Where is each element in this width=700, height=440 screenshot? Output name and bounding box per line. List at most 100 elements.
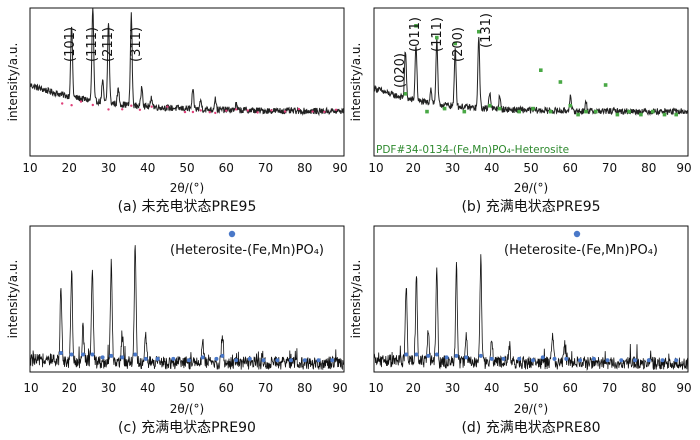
reference-marker	[150, 105, 153, 108]
xrd-pattern-line	[29, 245, 345, 371]
peak-labels: (020) (011) (111) (200) (131)	[393, 13, 494, 88]
peak-labels: (101) (111) (211) (311)	[63, 27, 144, 62]
reference-marker	[297, 107, 301, 111]
reference-marker	[191, 110, 195, 114]
reference-marker	[578, 358, 583, 363]
reference-marker	[214, 111, 217, 115]
y-axis-label: intensity/a.u.	[349, 43, 363, 122]
reference-marker	[183, 110, 187, 114]
panel-a: intensity/a.u. 10 20 30 40 50 60 70 80 9…	[6, 7, 348, 215]
reference-marker	[497, 106, 502, 111]
x-tick-label: 90	[332, 161, 347, 175]
x-tick-label: 90	[676, 381, 691, 395]
reference-marker	[662, 112, 667, 117]
reference-marker	[478, 353, 483, 358]
panel-caption: (d) 充满电状态PRE80	[461, 420, 600, 436]
panel-b: intensity/a.u. 10 20 30 40 50 60 70 80 9…	[349, 7, 692, 215]
x-tick-label: 30	[445, 161, 460, 175]
x-tick-label: 30	[101, 381, 116, 395]
x-tick-label: 30	[445, 381, 460, 395]
xrd-pattern-line	[373, 254, 689, 372]
reference-marker	[454, 353, 459, 358]
reference-marker	[619, 358, 624, 363]
reference-marker	[552, 356, 557, 361]
reference-marker	[166, 105, 169, 108]
reference-marker	[316, 358, 321, 363]
x-tick-label: 60	[563, 381, 578, 395]
reference-marker	[200, 355, 205, 360]
reference-marker	[489, 356, 494, 361]
y-axis-label: intensity/a.u.	[6, 260, 20, 339]
x-tick-label: 80	[297, 381, 312, 395]
reference-marker	[121, 108, 124, 111]
x-tick-label: 70	[258, 381, 273, 395]
plot-frame	[373, 225, 689, 373]
reference-marker	[334, 108, 338, 112]
peak-label: (111)	[85, 27, 100, 62]
reference-marker	[540, 355, 545, 360]
x-tick-label: 50	[179, 381, 194, 395]
reference-marker	[138, 108, 142, 112]
reference-marker	[311, 110, 314, 113]
reference-marker	[414, 352, 419, 357]
reference-marker	[69, 352, 74, 357]
x-axis-label: 2θ/(°)	[514, 402, 548, 416]
x-axis-label: 2θ/(°)	[514, 181, 548, 195]
reference-marker	[660, 358, 665, 363]
panel-d: intensity/a.u. 10 20 30 40 50 60 70 80 9…	[349, 225, 692, 436]
reference-marker	[462, 109, 467, 114]
xrd-pattern-line	[373, 36, 689, 117]
peak-label: (311)	[129, 27, 144, 62]
reference-marker	[70, 104, 73, 107]
x-tick-label: 80	[641, 161, 656, 175]
pattern-layer	[29, 245, 345, 371]
reference-marker	[133, 352, 138, 357]
x-tick-label: 10	[368, 381, 383, 395]
reference-marker	[171, 356, 176, 361]
peak-label: (011)	[408, 17, 423, 52]
reference-marker	[615, 112, 620, 117]
reference-marker	[517, 109, 521, 114]
x-tick-label: 10	[368, 161, 383, 175]
reference-marker	[564, 356, 569, 361]
x-tick-labels: 10 20 30 40 50 60 70 80 90	[368, 161, 691, 175]
reference-marker	[225, 109, 228, 112]
x-tick-label: 70	[602, 161, 617, 175]
reference-marker	[214, 356, 219, 361]
reference-marker	[120, 355, 125, 360]
reference-marker	[143, 356, 148, 361]
x-tick-label: 60	[219, 161, 234, 175]
x-axis-label: 2θ/(°)	[170, 402, 204, 416]
reference-marker	[674, 358, 679, 363]
reference-marker	[501, 356, 506, 361]
x-axis-label: 2θ/(°)	[170, 181, 204, 195]
x-tick-label: 20	[62, 381, 77, 395]
pattern-layer	[373, 254, 689, 372]
y-axis-label: intensity/a.u.	[6, 43, 20, 122]
reference-marker	[275, 358, 280, 363]
reference-marker	[444, 355, 449, 360]
reference-marker	[605, 358, 610, 363]
peak-label: (020)	[393, 53, 408, 88]
legend-marker	[228, 230, 236, 238]
reference-marker	[403, 92, 408, 96]
reference-marker	[256, 111, 259, 114]
reference-marker	[425, 109, 429, 114]
reference-marker	[261, 358, 266, 363]
x-tick-label: 70	[602, 381, 617, 395]
x-tick-label: 40	[484, 381, 499, 395]
reference-marker	[234, 358, 239, 363]
y-axis-label: intensity/a.u.	[349, 260, 363, 339]
x-tick-labels: 10 20 30 40 50 60 70 80 90	[22, 161, 347, 175]
reference-marker	[594, 109, 598, 114]
reference-marker	[453, 41, 457, 46]
reference-marker	[517, 356, 522, 361]
reference-marker	[330, 358, 335, 363]
reference-marker	[90, 352, 95, 357]
reference-marker	[576, 112, 580, 117]
x-tick-label: 50	[523, 161, 538, 175]
reference-marker	[130, 104, 133, 107]
legend-label: (Heterosite-(Fe,Mn)PO₄)	[504, 243, 658, 258]
reference-marker	[187, 358, 191, 363]
